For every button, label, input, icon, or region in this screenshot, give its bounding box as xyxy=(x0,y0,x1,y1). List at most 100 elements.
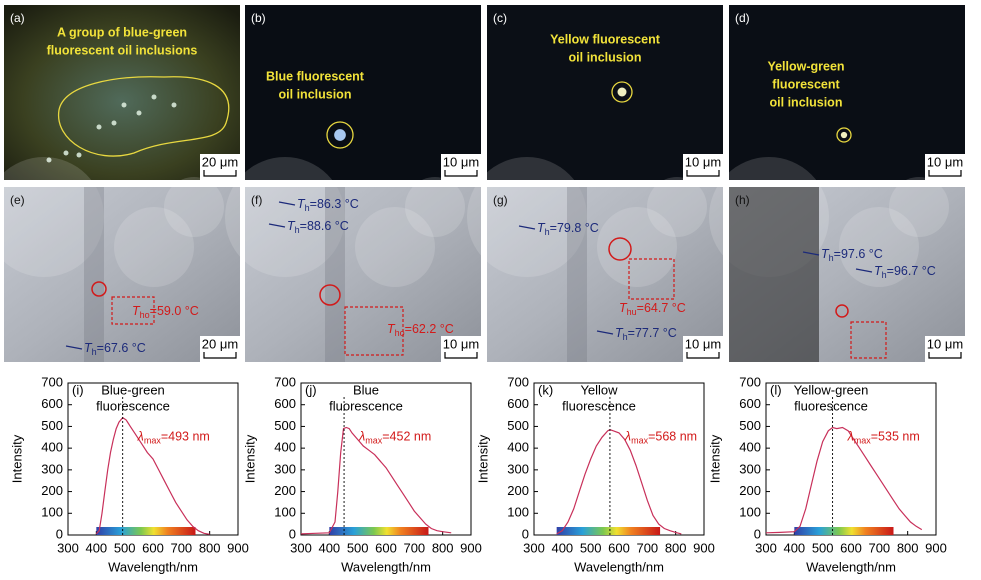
symbol: λ xyxy=(137,430,144,444)
x-tick-label: 300 xyxy=(523,540,545,555)
y-tick-label: 0 xyxy=(522,526,529,541)
x-tick-label: 600 xyxy=(142,540,164,555)
subscript: h xyxy=(305,203,310,213)
annotation: oil inclusion xyxy=(569,50,642,64)
chart-title: Yellow-green xyxy=(794,382,869,397)
y-tick-label: 500 xyxy=(41,418,63,433)
panel-label: (a) xyxy=(10,11,25,25)
photo xyxy=(4,5,240,180)
zoom-box xyxy=(111,296,155,325)
inclusion-outline xyxy=(58,76,230,157)
text: =79.8 °C xyxy=(550,221,599,235)
texture xyxy=(225,157,345,277)
subscript-label: Tho=62.2 °C xyxy=(387,322,454,338)
subscript-label: Th=97.6 °C xyxy=(821,247,883,263)
x-tick-label: 900 xyxy=(227,540,249,555)
subscript-label: Th=79.8 °C xyxy=(537,221,599,237)
x-tick-label: 900 xyxy=(460,540,482,555)
subscript-label: Th=77.7 °C xyxy=(615,326,677,342)
scale-bar-label: 10 μm xyxy=(927,154,963,169)
texture xyxy=(729,187,819,362)
spectrum-bar xyxy=(329,527,429,535)
x-axis-label: Wavelength/nm xyxy=(341,559,431,574)
x-tick-label: 500 xyxy=(347,540,369,555)
texture xyxy=(355,207,435,287)
x-axis-label: Wavelength/nm xyxy=(806,559,896,574)
inclusion xyxy=(840,131,848,139)
inclusion xyxy=(136,110,142,116)
text: =568 nm xyxy=(648,430,697,444)
x-tick-label: 600 xyxy=(608,540,630,555)
scale-bar xyxy=(686,170,720,177)
y-tick-label: 200 xyxy=(41,483,63,498)
scale-bar xyxy=(686,352,720,359)
zoom-box xyxy=(344,306,404,356)
symbol: T xyxy=(287,219,296,233)
symbol: T xyxy=(821,247,830,261)
scale-bar xyxy=(444,352,478,359)
y-tick-label: 700 xyxy=(507,374,529,389)
x-axis-label: Wavelength/nm xyxy=(108,559,198,574)
y-tick-label: 100 xyxy=(739,505,761,520)
texture xyxy=(325,187,345,362)
y-tick-label: 600 xyxy=(507,396,529,411)
y-tick-label: 200 xyxy=(274,483,296,498)
spectrum-line xyxy=(300,426,452,535)
texture xyxy=(567,187,587,362)
x-tick-label: 900 xyxy=(925,540,947,555)
photo-panel: (d) Yellow-green fluorescent oil inclusion 1… xyxy=(729,5,965,180)
inclusion xyxy=(617,87,627,97)
scale-bar-label: 10 μm xyxy=(443,336,479,351)
scale-bar-label: 10 μm xyxy=(927,336,963,351)
y-tick-label: 600 xyxy=(274,396,296,411)
chart-title: Blue xyxy=(353,382,379,397)
x-tick-label: 400 xyxy=(551,540,573,555)
texture xyxy=(597,207,677,287)
spectrum-bar xyxy=(96,527,196,535)
annotation: Yellow-green xyxy=(767,59,844,73)
subscript: h xyxy=(623,332,628,342)
texture xyxy=(647,177,707,237)
x-tick-label: 800 xyxy=(432,540,454,555)
x-tick-label: 800 xyxy=(897,540,919,555)
y-axis-label: Intensity xyxy=(475,434,490,483)
zoom-box xyxy=(850,321,887,359)
y-tick-label: 400 xyxy=(41,440,63,455)
panel-label: (k) xyxy=(538,382,553,397)
texture xyxy=(114,207,194,287)
x-tick-label: 700 xyxy=(403,540,425,555)
photo xyxy=(729,5,965,180)
panel-label: (i) xyxy=(72,382,84,397)
annotation: Yellow fluorescent xyxy=(550,32,661,46)
zoom-box xyxy=(628,258,675,300)
photo-panel: (b) Blue fluorescent oil inclusion 10 μm xyxy=(245,5,481,180)
texture xyxy=(405,177,465,237)
subscript: max xyxy=(854,436,872,446)
x-tick-label: 400 xyxy=(85,540,107,555)
x-tick-label: 400 xyxy=(318,540,340,555)
inclusion xyxy=(96,124,102,130)
chart-title: fluorescence xyxy=(562,398,636,413)
symbol: λ xyxy=(624,430,631,444)
subscript: max xyxy=(365,436,383,446)
panel-label: (b) xyxy=(251,11,266,25)
leader-line xyxy=(802,251,820,256)
texture xyxy=(467,157,587,277)
subscript-label: Th=96.7 °C xyxy=(874,264,936,280)
photo-panel: (e)Tho=59.0 °CTh=67.6 °C 20 μm xyxy=(0,157,240,362)
text: =67.6 °C xyxy=(97,341,146,355)
y-tick-label: 0 xyxy=(754,526,761,541)
x-tick-label: 300 xyxy=(57,540,79,555)
x-tick-label: 800 xyxy=(665,540,687,555)
x-tick-label: 600 xyxy=(840,540,862,555)
text: =62.2 °C xyxy=(405,322,454,336)
y-tick-label: 500 xyxy=(274,418,296,433)
text: =97.6 °C xyxy=(834,247,883,261)
x-tick-label: 600 xyxy=(375,540,397,555)
panel-label: (d) xyxy=(735,11,750,25)
inclusion-marker xyxy=(326,121,354,149)
annotation: oil inclusion xyxy=(279,87,352,101)
inclusion xyxy=(76,152,82,158)
panel-label: (l) xyxy=(770,382,782,397)
